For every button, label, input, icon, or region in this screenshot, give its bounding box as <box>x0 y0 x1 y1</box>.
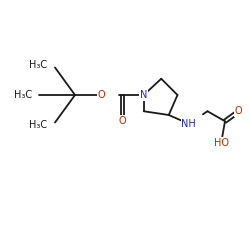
Text: NH: NH <box>182 119 196 129</box>
Text: H₃C: H₃C <box>30 120 48 130</box>
Text: HO: HO <box>214 138 229 147</box>
Text: O: O <box>98 90 105 100</box>
Text: N: N <box>140 90 147 100</box>
Text: H₃C: H₃C <box>30 60 48 70</box>
Text: H₃C: H₃C <box>14 90 32 100</box>
Text: O: O <box>235 106 242 116</box>
Text: O: O <box>119 116 126 126</box>
